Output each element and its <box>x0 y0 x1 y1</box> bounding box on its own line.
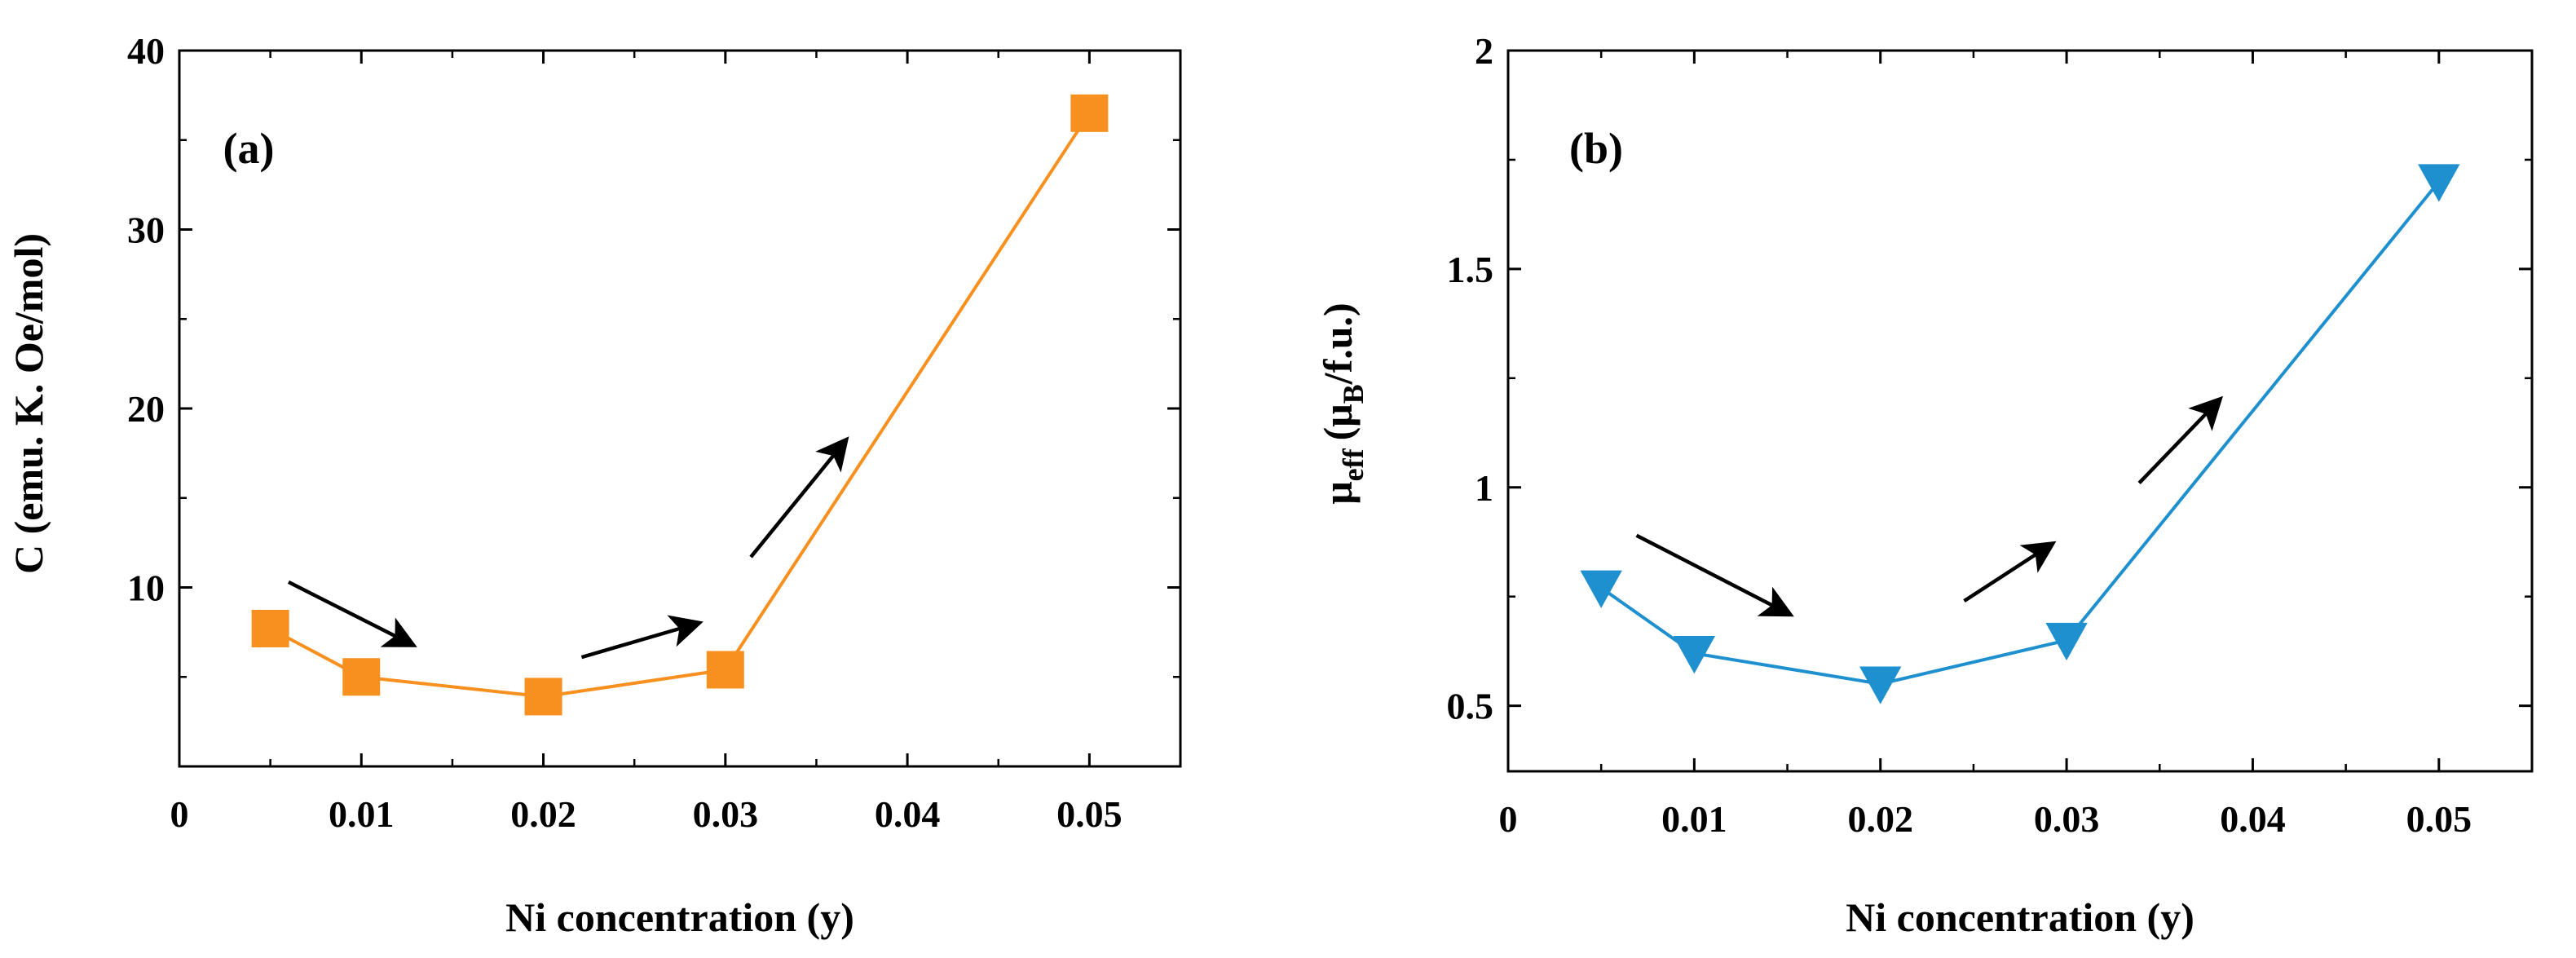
data-point <box>1580 570 1622 608</box>
panel-b-chart: 0 0.01 0.02 0.03 0.04 0.05 0.5 1 1.5 2 Ni concentr… <box>1315 30 2534 940</box>
y-tick-label: 0.5 <box>1447 686 1494 727</box>
x-tick-label: 0.01 <box>1661 798 1727 840</box>
y-axis-title: μeff (μB/f.u.) <box>1315 302 1370 504</box>
y-tick-label: 10 <box>127 567 165 609</box>
x-tick-label: 0 <box>170 793 189 835</box>
data-point <box>251 609 289 647</box>
y-tick-label: 20 <box>127 388 165 430</box>
y-axis-title-unit-open: (μ <box>1315 404 1361 440</box>
trend-arrow <box>1963 541 2057 603</box>
x-axis-title: Ni concentration (y) <box>1846 894 2194 940</box>
y-axis-title-symbol-sub: eff <box>1337 448 1370 481</box>
trend-arrow <box>580 615 704 660</box>
data-point <box>1859 666 1902 704</box>
plot-frame <box>1506 49 2534 773</box>
x-tick-label: 0.05 <box>2406 798 2472 840</box>
trend-arrow <box>287 580 417 647</box>
panel-label: (b) <box>1569 124 1623 173</box>
y-axis-title-unit-sub: B <box>1337 384 1370 404</box>
x-tick-label: 0.02 <box>1847 798 1913 840</box>
y-axis-title: C (emu. K. Oe/mol) <box>6 233 51 574</box>
data-point <box>2418 164 2460 202</box>
x-tick-label: 0.04 <box>2220 798 2286 840</box>
panel-a-chart: 0 0.01 0.02 0.03 0.04 0.05 10 20 30 40 Ni concentr… <box>6 30 1182 940</box>
y-tick-label: 2 <box>1475 30 1493 72</box>
y-axis-title-unit-close: /f.u.) <box>1315 302 1361 385</box>
x-tick-label: 0.02 <box>510 793 576 835</box>
data-point <box>1673 635 1716 674</box>
y-tick-label: 30 <box>127 210 165 251</box>
trend-arrow <box>1635 533 1794 617</box>
data-point <box>342 658 381 696</box>
x-tick-label: 0.03 <box>693 793 759 835</box>
y-axis-title-symbol: μ <box>1315 481 1361 504</box>
y-tick-label: 1 <box>1475 467 1493 509</box>
data-point <box>2045 622 2088 661</box>
series-line <box>1600 180 2441 686</box>
data-point <box>524 678 562 716</box>
x-tick-label: 0.03 <box>2034 798 2100 840</box>
panel-label: (a) <box>223 124 275 173</box>
y-tick-label: 1.5 <box>1447 249 1494 290</box>
x-tick-label: 0.01 <box>329 793 395 835</box>
data-point <box>1070 94 1109 132</box>
x-axis-title: Ni concentration (y) <box>505 894 854 940</box>
trend-arrow <box>2137 395 2224 484</box>
x-tick-label: 0.04 <box>875 793 941 835</box>
trend-arrow <box>749 436 849 558</box>
data-point <box>706 651 744 689</box>
x-tick-label: 0 <box>1499 798 1518 840</box>
series-line <box>269 112 1092 699</box>
x-tick-label: 0.05 <box>1056 793 1123 835</box>
y-tick-label: 40 <box>127 30 165 72</box>
